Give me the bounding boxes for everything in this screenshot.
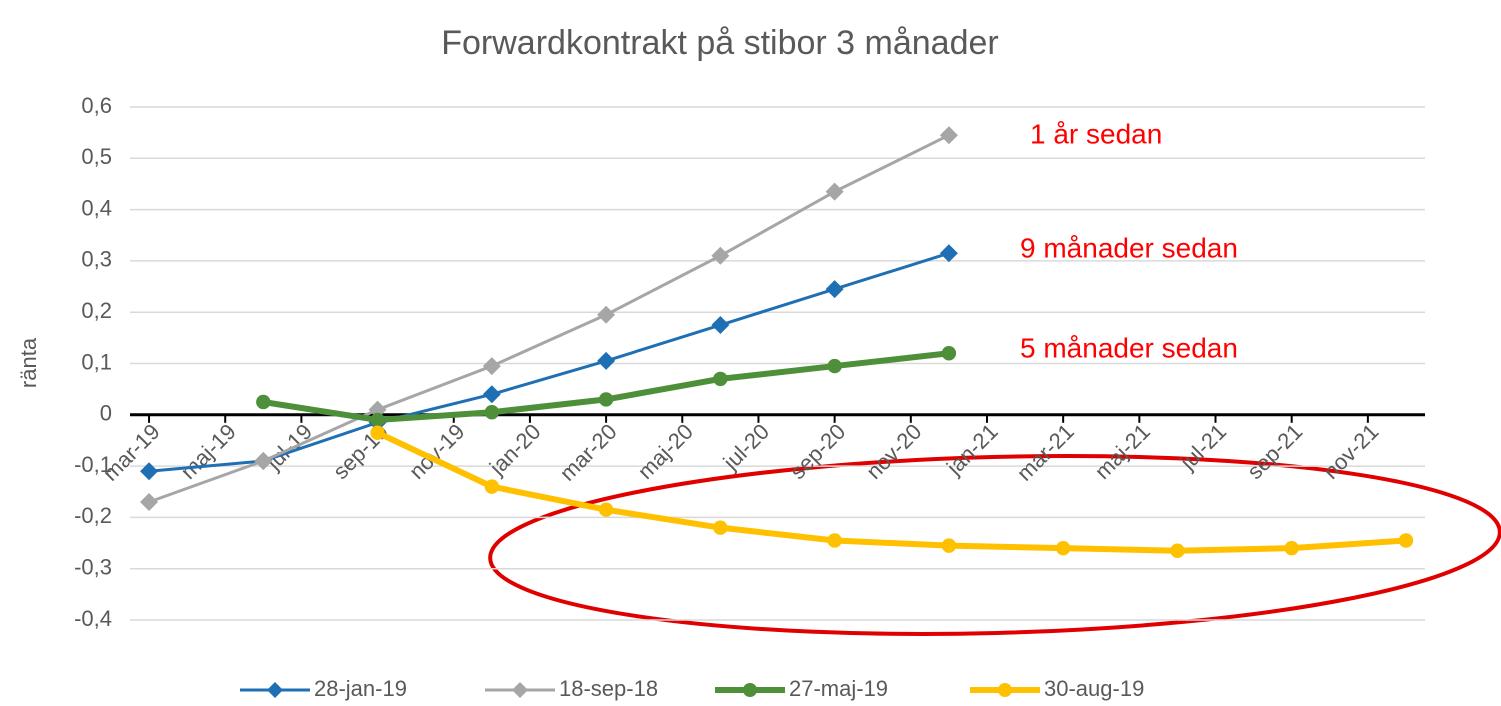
y-tick-label: -0,4 (74, 606, 112, 631)
x-tick-label: jan-21 (941, 419, 1003, 481)
data-point (711, 316, 730, 335)
data-point (825, 182, 844, 201)
data-point (370, 412, 385, 428)
legend-item: 30-aug-19 (970, 676, 1144, 701)
x-tick-label: jan-20 (484, 419, 546, 481)
data-point (598, 392, 614, 407)
data-point (484, 405, 500, 420)
y-tick-label: -0,2 (74, 503, 112, 528)
x-tick-label: sep-20 (785, 419, 850, 484)
legend-marker (512, 682, 528, 698)
x-tick-label: mar-21 (1012, 419, 1079, 486)
legend-label: 18-sep-18 (559, 676, 658, 701)
y-tick-label: 0,1 (81, 349, 112, 374)
data-point (827, 533, 842, 548)
series-line (148, 251, 950, 473)
x-tick-label: mar-20 (555, 419, 622, 486)
x-tick-label: maj-19 (176, 419, 241, 484)
data-point (1055, 540, 1071, 556)
x-tick-label: nov-20 (861, 419, 926, 484)
y-tick-label: 0,4 (81, 195, 112, 220)
y-tick-label: 0,6 (81, 93, 112, 118)
data-point (827, 358, 842, 374)
data-point (256, 394, 271, 410)
chart-title: Forwardkontrakt på stibor 3 månader (441, 24, 998, 62)
data-point (482, 385, 501, 404)
data-point (254, 451, 273, 470)
annotation: 9 månader sedan (1020, 232, 1238, 263)
legend-marker (998, 683, 1012, 697)
data-point (939, 244, 958, 263)
data-point (939, 126, 958, 145)
data-point (482, 357, 501, 376)
legend-item: 27-maj-19 (715, 676, 888, 701)
data-point (941, 538, 957, 553)
x-tick-label: maj-20 (633, 419, 698, 484)
x-tick-label: maj-21 (1090, 419, 1155, 484)
data-point (711, 246, 730, 265)
data-point (370, 425, 385, 440)
data-point (941, 346, 957, 361)
y-tick-label: 0,2 (81, 298, 112, 323)
data-point (484, 479, 500, 494)
annotation: 1 år sedan (1030, 118, 1162, 149)
legend-item: 18-sep-18 (485, 676, 658, 701)
legend-marker (743, 683, 757, 697)
legend-label: 28-jan-19 (314, 676, 407, 701)
series-line (148, 133, 950, 504)
data-point (1398, 533, 1414, 548)
series-line (376, 430, 1407, 554)
data-point (713, 371, 728, 387)
data-point (1284, 540, 1299, 556)
legend-item: 28-jan-19 (240, 676, 407, 701)
data-point (1170, 543, 1185, 558)
y-tick-label: -0,1 (74, 452, 112, 477)
legend-label: 30-aug-19 (1044, 676, 1144, 701)
x-tick-label: sep-21 (1242, 419, 1307, 484)
highlight-ellipse (488, 454, 1501, 636)
data-point (597, 305, 616, 324)
data-point (825, 280, 844, 299)
data-point (140, 493, 159, 512)
data-point (713, 520, 728, 535)
y-axis-label: ränta (16, 337, 41, 388)
data-point (597, 351, 616, 370)
y-tick-label: 0,3 (81, 247, 112, 272)
data-point (598, 502, 614, 517)
y-tick-label: 0 (100, 401, 112, 426)
y-tick-label: 0,5 (81, 144, 112, 169)
legend-marker (267, 682, 283, 698)
data-point (140, 462, 159, 481)
annotation: 5 månader sedan (1020, 332, 1238, 363)
legend-label: 27-maj-19 (789, 676, 888, 701)
data-point (368, 400, 387, 419)
y-tick-label: -0,3 (74, 555, 112, 580)
